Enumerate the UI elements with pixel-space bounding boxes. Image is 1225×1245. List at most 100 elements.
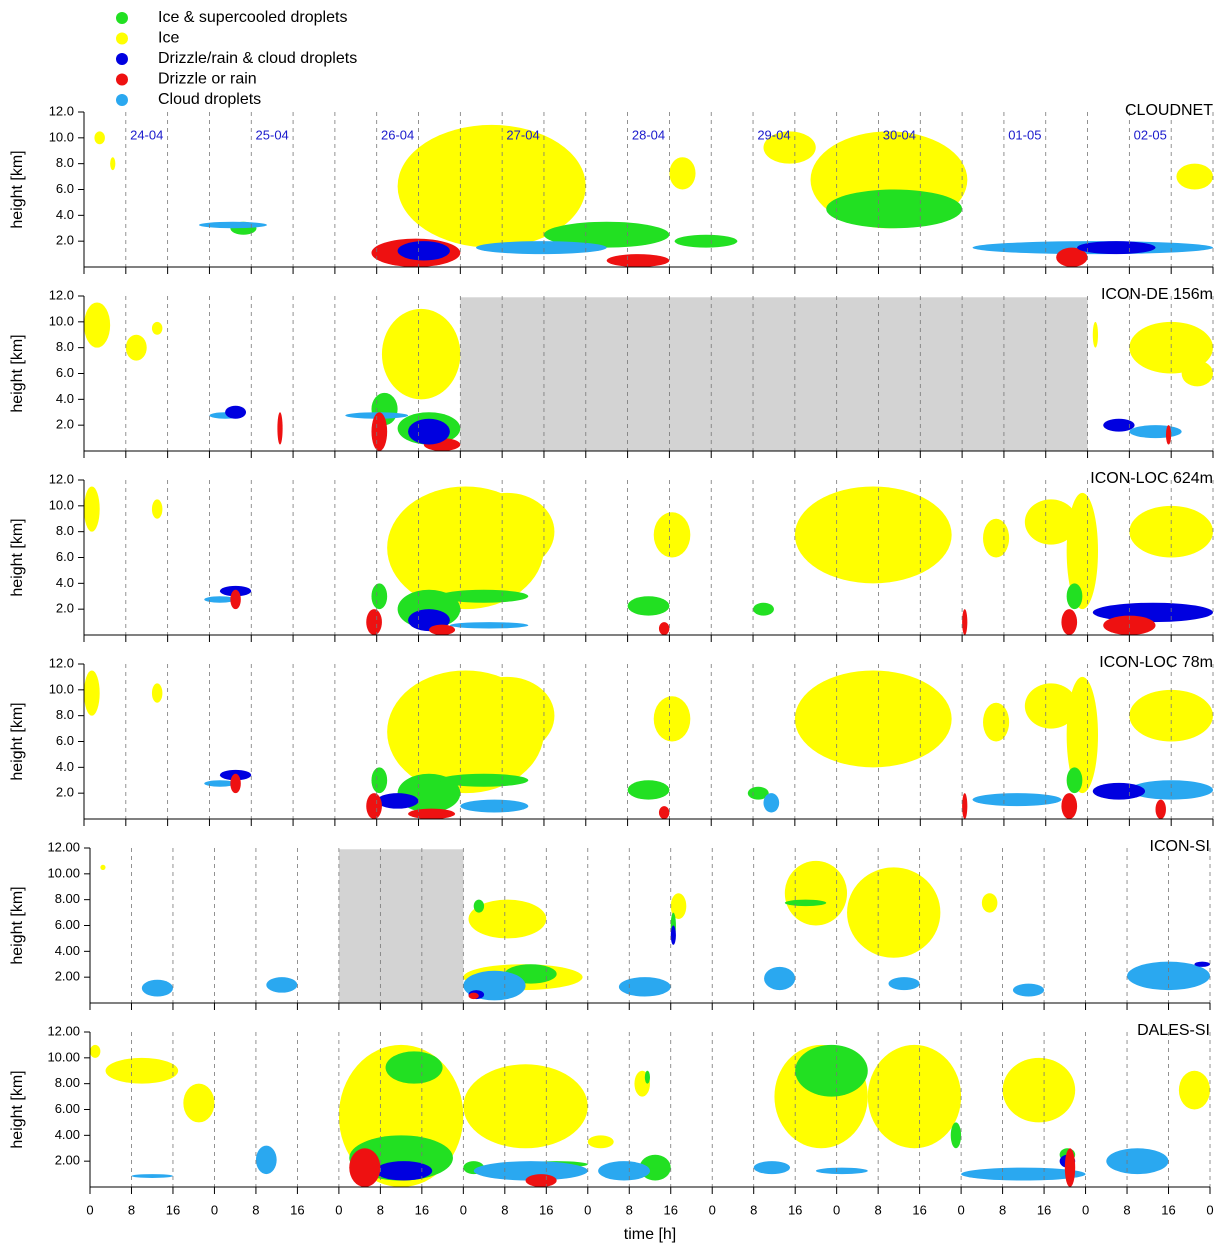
y-tick-label: 10.0 — [49, 681, 74, 696]
cloud-region — [653, 512, 691, 558]
cloud-region — [653, 696, 691, 742]
cloud-region — [795, 1044, 868, 1097]
legend-marker — [116, 94, 128, 106]
cloud-region — [151, 683, 163, 703]
cloud-region — [463, 1064, 588, 1149]
legend-marker — [116, 53, 128, 65]
cloud-region — [100, 864, 106, 870]
x-tick-label: 0 — [1206, 1202, 1213, 1217]
cloud-region — [1194, 961, 1210, 967]
plot-area — [84, 486, 1213, 635]
x-tick-label: 0 — [335, 1202, 342, 1217]
x-tick-label: 16 — [912, 1202, 926, 1217]
y-tick-label: 8.0 — [56, 339, 74, 354]
cloud-region — [473, 1161, 588, 1181]
cloud-region — [606, 254, 670, 267]
x-tick-label: 16 — [415, 1202, 429, 1217]
cloud-region — [1061, 609, 1078, 635]
cloud-region — [125, 334, 147, 361]
y-tick-label: 10.00 — [47, 1049, 80, 1064]
legend-label: Ice — [158, 30, 179, 47]
panel-title: ICON-LOC 78m — [1099, 654, 1213, 671]
cloud-region — [183, 1083, 215, 1123]
y-tick-label: 6.00 — [55, 917, 80, 932]
date-label: 29-04 — [757, 127, 790, 142]
y-axis-label: height [km] — [9, 1070, 26, 1148]
legend-label: Ice & supercooled droplets — [158, 9, 347, 26]
cloud-region — [543, 221, 670, 248]
cloud-region — [408, 808, 456, 819]
cloud-region — [763, 793, 780, 813]
cloud-region — [439, 589, 529, 603]
cloud-region — [204, 780, 236, 787]
plot-area — [90, 1044, 1210, 1187]
x-tick-label: 0 — [957, 1202, 964, 1217]
y-tick-label: 12.0 — [49, 655, 74, 670]
cloud-region — [1066, 492, 1099, 610]
y-tick-label: 4.0 — [56, 391, 74, 406]
cloud-region — [784, 860, 848, 926]
cloud-region — [658, 622, 670, 635]
cloud-region — [255, 1145, 277, 1175]
x-tick-label: 16 — [1037, 1202, 1051, 1217]
x-tick-label: 16 — [664, 1202, 678, 1217]
cloud-region — [473, 899, 485, 913]
y-axis-label: height [km] — [9, 702, 26, 780]
x-tick-label: 0 — [833, 1202, 840, 1217]
legend-label: Drizzle or rain — [158, 71, 257, 88]
cloud-region — [1012, 983, 1045, 997]
cloud-region — [847, 867, 941, 958]
cloud-region — [867, 1044, 962, 1149]
y-tick-label: 4.0 — [56, 759, 74, 774]
cloud-region — [1056, 247, 1088, 267]
x-tick-label: 8 — [252, 1202, 259, 1217]
x-tick-label: 0 — [584, 1202, 591, 1217]
cloud-region — [658, 806, 670, 819]
cloud-region — [644, 1070, 650, 1084]
x-tick-label: 0 — [460, 1202, 467, 1217]
cloud-region — [525, 1174, 557, 1187]
cloud-region — [1106, 1148, 1169, 1175]
date-label: 28-04 — [632, 127, 665, 142]
legend-label: Cloud droplets — [158, 91, 261, 108]
y-tick-label: 4.00 — [55, 1127, 80, 1142]
cloud-region — [747, 786, 769, 800]
y-tick-label: 10.0 — [49, 129, 74, 144]
x-tick-label: 8 — [999, 1202, 1006, 1217]
x-tick-label: 8 — [626, 1202, 633, 1217]
y-tick-label: 8.0 — [56, 523, 74, 538]
cloud-region — [1129, 780, 1213, 800]
cloud-region — [815, 1167, 868, 1175]
cloud-region — [1061, 793, 1078, 819]
cloud-region — [972, 793, 1062, 807]
x-tick-label: 8 — [501, 1202, 508, 1217]
cloud-region — [449, 622, 529, 629]
cloud-region — [230, 589, 241, 610]
missing-data — [460, 297, 1088, 451]
cloud-region — [1178, 1070, 1210, 1110]
x-tick-label: 8 — [750, 1202, 757, 1217]
y-tick-label: 10.0 — [49, 313, 74, 328]
y-tick-label: 8.00 — [55, 891, 80, 906]
cloud-region — [981, 893, 998, 913]
cloud-region — [587, 1135, 614, 1149]
cloud-region — [468, 899, 547, 939]
cloud-region — [794, 486, 952, 584]
cloud-region — [983, 518, 1010, 558]
cloud-region — [151, 321, 163, 335]
y-tick-label: 6.0 — [56, 365, 74, 380]
date-label: 01-05 — [1008, 127, 1041, 142]
plot-area — [100, 849, 1210, 1003]
plot-area — [84, 297, 1213, 451]
missing-data — [338, 849, 464, 1003]
date-label: 02-05 — [1134, 127, 1167, 142]
cloud-region — [1066, 767, 1083, 794]
cloud-region — [371, 583, 388, 610]
x-tick-label: 16 — [1161, 1202, 1175, 1217]
y-tick-label: 12.00 — [47, 839, 80, 854]
cloud-region — [753, 602, 774, 616]
cloud-region — [371, 412, 388, 451]
date-label: 27-04 — [506, 127, 539, 142]
y-tick-label: 2.00 — [55, 969, 80, 984]
cloud-region — [1092, 782, 1146, 800]
